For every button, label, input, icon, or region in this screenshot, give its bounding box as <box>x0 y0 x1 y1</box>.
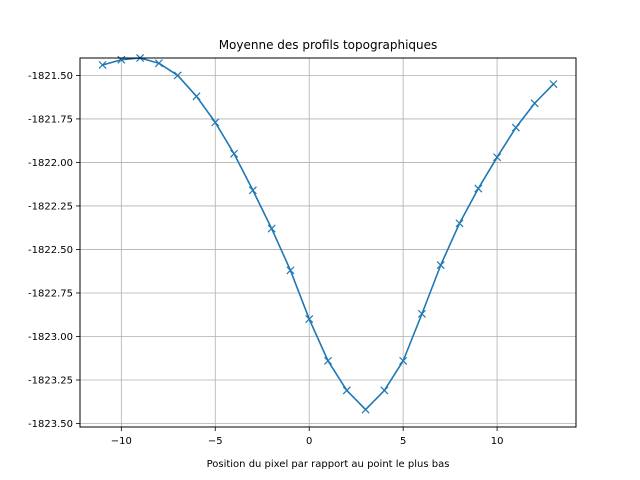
data-point-marker <box>323 356 333 365</box>
data-point-marker <box>248 186 257 195</box>
data-point-marker <box>380 386 389 395</box>
series-layer <box>98 53 558 414</box>
x-tick-label: 10 <box>491 436 504 447</box>
data-point-marker <box>436 261 445 270</box>
data-point-marker <box>117 55 126 64</box>
data-point-marker <box>286 266 295 275</box>
data-point-marker <box>361 405 370 414</box>
chart-title: Moyenne des profils topographiques <box>219 38 438 52</box>
y-tick-label: -1821.50 <box>28 71 73 82</box>
data-point-marker <box>399 356 408 365</box>
data-point-marker <box>493 153 502 162</box>
data-point-marker <box>173 71 182 80</box>
data-point-marker <box>154 59 163 68</box>
y-axis: -1821.50 -1821.75 -1822.00 -1822.25 -1822.50… <box>28 71 80 430</box>
y-tick-label: -1823.50 <box>28 419 73 430</box>
x-tick-label: −10 <box>111 436 132 447</box>
plot-frame <box>79 57 577 428</box>
y-tick-label: -1823.25 <box>28 376 73 387</box>
x-axis: −10 −5 0 5 10 <box>111 427 504 447</box>
y-tick-label: -1822.00 <box>28 158 73 169</box>
x-tick-label: 5 <box>400 436 406 447</box>
y-tick-label: -1822.50 <box>28 245 73 256</box>
y-tick-label: -1822.75 <box>28 289 73 300</box>
data-point-marker <box>342 386 351 395</box>
data-point-marker <box>230 149 239 158</box>
data-point-marker <box>474 184 483 193</box>
data-point-marker <box>455 219 464 228</box>
data-point-marker <box>511 123 520 132</box>
grid <box>80 58 576 427</box>
data-point-marker <box>98 60 107 69</box>
data-point-marker <box>267 224 276 233</box>
data-point-marker <box>549 80 558 89</box>
x-axis-label: Position du pixel par rapport au point l… <box>207 459 450 470</box>
x-tick-label: −5 <box>208 436 223 447</box>
y-tick-label: -1821.75 <box>28 115 73 126</box>
data-point-marker <box>305 315 314 324</box>
data-point-marker <box>417 309 426 318</box>
x-tick-label: 0 <box>306 436 312 447</box>
y-tick-label: -1823.00 <box>28 332 73 343</box>
data-point-marker <box>211 118 220 127</box>
y-tick-label: -1822.25 <box>28 202 73 213</box>
data-point-marker <box>192 92 201 101</box>
data-point-marker <box>530 99 539 108</box>
